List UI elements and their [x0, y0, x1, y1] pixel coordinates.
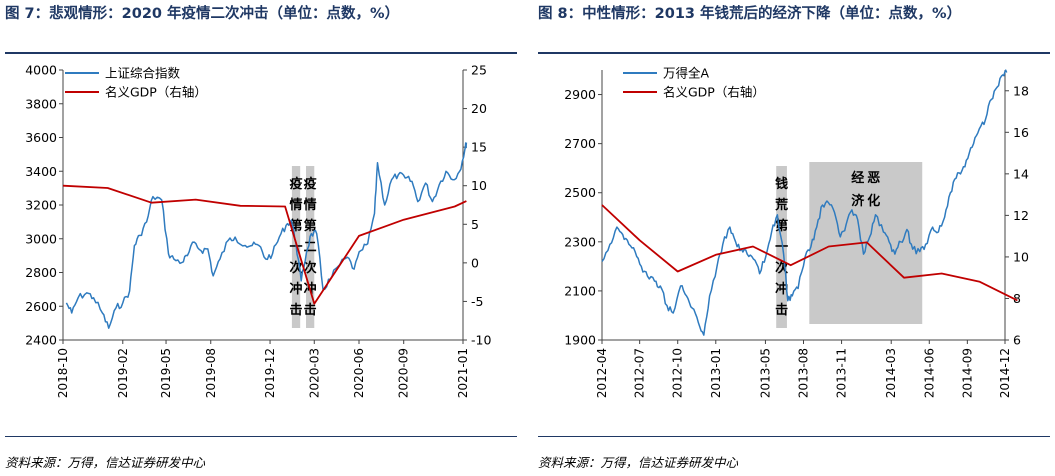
- y-tick-label: 2800: [25, 265, 57, 280]
- y-tick-label: 3600: [25, 130, 57, 145]
- y2-tick-label: 25: [471, 63, 487, 78]
- figure-panel-7: 图 7：悲观情形：2020 年疫情二次冲击（单位：点数，%） 疫情第一次冲击疫情…: [5, 0, 520, 476]
- y-tick-label: 4000: [25, 63, 57, 78]
- annotation-char: 疫: [304, 176, 317, 192]
- series-line-2: [601, 204, 1018, 302]
- x-tick-label: 2014-03: [884, 348, 898, 398]
- annotation-char: 情: [304, 197, 317, 213]
- x-tick-label: 2020-09: [397, 348, 411, 398]
- series-line-1: [65, 142, 468, 329]
- chart-pessimistic-scenario: 疫情第一次冲击疫情第二次冲击24002600280030003200340036…: [25, 63, 491, 399]
- annotation-box: [306, 166, 315, 328]
- annotation-char: 钱: [775, 176, 788, 192]
- source-note: 资料来源：万得，信达证券研发中心: [538, 455, 739, 470]
- y-tick-label: 3800: [25, 96, 57, 111]
- y-tick-label: 2400: [25, 333, 57, 348]
- x-tick-label: 2018-10: [56, 348, 70, 398]
- annotation-char: 冲: [775, 281, 788, 297]
- x-tick-label: 2020-06: [352, 348, 366, 398]
- x-tick-label: 2013-11: [835, 348, 849, 398]
- x-tick-label: 2021-01: [456, 348, 470, 398]
- legend: 万得全A 名义GDP（右轴）: [623, 66, 765, 100]
- y2-tick-label: 16: [1013, 125, 1029, 140]
- legend-label: 万得全A: [663, 66, 710, 81]
- y2-tick-label: 20: [471, 101, 487, 116]
- y-tick-label: 2700: [564, 136, 596, 151]
- y-tick-label: 3000: [25, 231, 57, 246]
- y2-tick-label: 8: [1013, 291, 1021, 306]
- figure-title: 图 7：悲观情形：2020 年疫情二次冲击（单位：点数，%）: [5, 6, 400, 22]
- x-tick-label: 2019-08: [204, 348, 218, 398]
- x-tick-label: 2019-05: [159, 348, 173, 398]
- annotation-box: [776, 166, 787, 328]
- annotation-char: 荒: [774, 197, 788, 213]
- x-tick-label: 2012-10: [671, 348, 685, 398]
- legend-label: 名义GDP（右轴）: [105, 85, 207, 100]
- y-tick-label: 3200: [25, 198, 57, 213]
- y2-tick-label: -5: [471, 294, 483, 309]
- series-line-1: [601, 69, 1008, 336]
- bottom-rule: [5, 436, 517, 437]
- y2-tick-label: 12: [1013, 208, 1029, 223]
- annotation-char: 第: [775, 218, 788, 234]
- x-tick-label: 2019-02: [116, 348, 130, 398]
- y2-tick-label: 14: [1013, 166, 1029, 181]
- y-tick-label: 2600: [25, 299, 57, 314]
- x-tick-label: 2013-05: [758, 348, 772, 398]
- annotation-char: 冲: [290, 281, 303, 297]
- x-tick-label: 2014-09: [960, 348, 974, 398]
- annotation-char: 疫: [290, 176, 303, 192]
- top-rule: [5, 52, 517, 54]
- annotation-char: 二: [304, 240, 317, 255]
- annotation-char: 击: [290, 302, 303, 318]
- top-rule: [538, 52, 1050, 54]
- y-tick-label: 2100: [564, 283, 596, 298]
- annotation-char: 恶: [867, 171, 880, 186]
- annotation-char: 化: [867, 193, 880, 209]
- y2-tick-label: 18: [1013, 83, 1029, 98]
- x-tick-label: 2014-12: [998, 348, 1012, 398]
- x-tick-label: 2013-08: [797, 348, 811, 398]
- x-tick-label: 2012-04: [595, 348, 609, 398]
- x-tick-label: 2020-03: [307, 348, 321, 398]
- x-tick-label: 2014-06: [922, 348, 936, 398]
- annotation-char: 击: [775, 302, 788, 318]
- y-tick-label: 3400: [25, 164, 57, 179]
- y-tick-label: 2300: [564, 234, 596, 249]
- y2-tick-label: -10: [471, 333, 491, 348]
- annotation-char: 一: [775, 240, 788, 255]
- y2-tick-label: 5: [471, 217, 479, 232]
- legend-label: 上证综合指数: [105, 66, 181, 81]
- annotation-char: 经: [851, 170, 864, 186]
- y2-tick-label: 15: [471, 140, 487, 155]
- x-tick-label: 2013-01: [709, 348, 723, 398]
- y-tick-label: 2500: [564, 185, 596, 200]
- x-tick-label: 2019-12: [263, 348, 277, 398]
- bottom-rule: [538, 436, 1050, 437]
- annotation-char: 次: [304, 260, 317, 276]
- annotation-char: 第: [304, 218, 317, 234]
- source-note: 资料来源：万得，信达证券研发中心: [5, 455, 206, 470]
- y-tick-label: 2900: [564, 87, 596, 102]
- x-tick-label: 2012-07: [633, 348, 647, 398]
- annotation-char: 济: [851, 193, 865, 209]
- y2-tick-label: 6: [1013, 333, 1021, 348]
- annotation-char: 情: [290, 197, 303, 213]
- figure-title: 图 8：中性情形：2013 年钱荒后的经济下降（单位：点数，%）: [538, 6, 962, 22]
- legend-label: 名义GDP（右轴）: [663, 85, 765, 100]
- y2-tick-label: 10: [471, 178, 487, 193]
- y2-tick-label: 0: [471, 255, 479, 270]
- figure-panel-8: 图 8：中性情形：2013 年钱荒后的经济下降（单位：点数，%） 钱荒第一次冲击…: [538, 0, 1053, 476]
- series-line-2: [62, 184, 467, 305]
- annotation-char: 击: [304, 302, 317, 318]
- y2-tick-label: 10: [1013, 249, 1029, 264]
- y-tick-label: 1900: [564, 333, 596, 348]
